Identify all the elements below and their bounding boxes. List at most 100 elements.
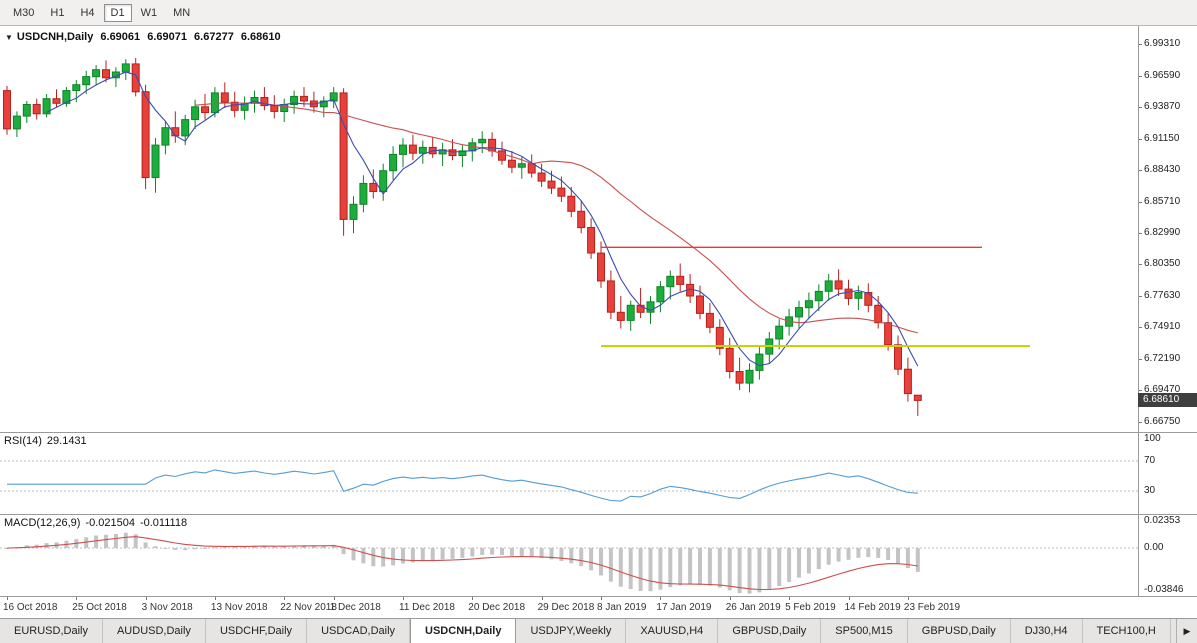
rsi-axis: 100 70 30 [1139,433,1197,514]
timeframe-button-h4[interactable]: H4 [80,6,95,19]
date-axis-label: 5 Feb 2019 [785,602,836,613]
date-tick [214,597,216,600]
axis-tick [1139,327,1142,329]
ohlc-high: 6.69071 [147,31,187,43]
date-tick [789,597,791,600]
macd-signal-value: -0.011118 [139,517,188,529]
pane-separator[interactable] [0,432,1197,433]
price-axis-label: 6.82990 [1144,227,1181,239]
date-axis-label: 22 Nov 2018 [280,602,337,613]
rsi-value: 29.1431 [46,435,87,447]
axis-tick [1139,75,1142,77]
timeframe-button-mn[interactable]: MN [173,6,191,19]
chart-tab-usdcnh-daily[interactable]: USDCNH,Daily [410,619,517,643]
chart-tab-eurusd-daily[interactable]: EURUSD,Daily [0,619,103,643]
timeframe-button-d1[interactable]: D1 [103,3,132,22]
chart-tab-sp500-m15[interactable]: SP500,M15 [821,619,908,643]
price-axis-label: 6.88430 [1144,164,1181,176]
axis-tick [1139,44,1142,45]
rsi-axis-label: 100 [1144,433,1161,444]
axis-tick [1139,233,1142,235]
price-axis-label: 6.99310 [1144,38,1181,49]
axis-tick [1139,358,1142,360]
macd-indicator-label: MACD(12,26,9) -0.021504 -0.011118 [4,517,192,529]
date-axis-label: 13 Nov 2018 [210,602,268,613]
macd-name: MACD(12,26,9) [4,517,81,529]
axis-tick [1139,264,1142,266]
timeframe-button-m30[interactable]: M30 [13,6,35,19]
pane-separator[interactable] [0,514,1197,515]
chart-tab-audusd-daily[interactable]: AUDUSD,Daily [103,619,206,643]
chart-tab-tech100-h[interactable]: TECH100,H [1083,619,1171,643]
date-axis-label: 11 Dec 2018 [399,602,455,613]
date-axis-label: 16 Oct 2018 [3,602,58,613]
date-axis-label: 29 Dec 2018 [537,602,595,613]
pane-separator [0,596,1197,597]
chart-tabbar: EURUSD,Daily AUDUSD,Daily USDCHF,Daily USDC… [0,618,1197,643]
rsi-name: RSI(14) [4,435,42,447]
axis-tick [1139,138,1142,140]
price-axis-label: 6.69470 [1144,384,1181,396]
price-axis-label: 6.72190 [1144,352,1181,364]
chart-shift-marker-icon: ▼ [5,32,13,42]
date-axis-label: 14 Feb 2019 [844,602,901,613]
macd-axis: 0.02353 0.00 -0.03846 [1139,515,1197,596]
chart-tab-usdcad-daily[interactable]: USDCAD,Daily [307,619,411,643]
date-tick [848,597,850,600]
price-axis-label: 6.66750 [1144,415,1181,427]
date-tick [145,597,147,600]
chart-tab-usdjpy-weekly[interactable]: USDJPY,Weekly [516,619,627,643]
date-axis: 16 Oct 2018 25 Oct 2018 3 Nov 2018 13 Nov 2… [0,597,1138,618]
macd-axis-label: 0.02353 [1144,515,1181,526]
chart-tab-xauusd-h4[interactable]: XAUUSD,H4 [626,619,719,643]
current-price-badge: 6.68610 [1138,393,1197,407]
chart-tab-usdchf-daily[interactable]: USDCHF,Daily [206,619,308,643]
axis-tick [1139,107,1142,109]
macd-axis-label: 0.00 [1144,542,1164,553]
date-tick [541,597,543,600]
tabs-scroll-right-button[interactable]: ▶ [1176,619,1197,643]
date-axis-label: 3 Nov 2018 [141,602,193,613]
chart-tab-gbpusd-daily[interactable]: GBPUSD,Daily [908,619,1011,643]
timeframe-toolbar: M30 H1 H4 D1 W1 MN [0,0,1197,26]
axis-tick [1139,201,1142,203]
date-tick [907,597,909,600]
axis-tick [1139,295,1142,297]
price-axis-label: 6.80350 [1144,258,1181,270]
rsi-axis-label: 30 [1144,485,1156,496]
macd-axis-label: -0.03846 [1144,584,1184,595]
price-axis-label: 6.93870 [1144,101,1181,113]
date-axis-label: 8 Jan 2019 [597,602,647,613]
rsi-indicator-label: RSI(14) 29.1431 [4,435,92,447]
timeframe-button-w1[interactable]: W1 [140,6,158,19]
price-axis-label: 6.96590 [1144,69,1181,81]
chart-title: ▼ USDCNH,Daily 6.69061 6.69071 6.67277 6.… [5,31,285,43]
date-tick [333,597,335,600]
ohlc-close: 6.68610 [240,31,281,43]
chart-tab-gbpusd-daily[interactable]: GBPUSD,Daily [718,619,822,643]
price-chart-svg[interactable] [0,26,1138,432]
date-tick [729,597,731,600]
chart-tab-dj30-h4[interactable]: DJ30,H4 [1011,619,1083,643]
date-axis-label: 25 Oct 2018 [72,602,127,613]
chart-symbol: USDCNH,Daily [16,31,94,43]
axis-tick [1139,390,1142,392]
timeframe-button-h1[interactable]: H1 [50,6,65,19]
price-axis-label: 6.77630 [1144,289,1181,301]
price-axis-label: 6.74910 [1144,321,1181,333]
ohlc-low: 6.67277 [194,31,234,43]
price-axis-label: 6.91150 [1144,132,1180,144]
ohlc-open: 6.69061 [100,31,141,43]
date-tick [7,597,8,600]
date-axis-label: 20 Dec 2018 [468,602,526,613]
date-tick [660,597,662,600]
date-axis-label: 17 Jan 2019 [656,602,712,613]
date-tick [284,597,286,600]
chart-area[interactable]: ▼ USDCNH,Daily 6.69061 6.69071 6.67277 6.… [0,26,1197,618]
macd-chart-svg[interactable] [0,515,1138,596]
axis-border [1138,26,1139,597]
rsi-chart-svg[interactable] [0,433,1138,514]
date-axis-label: 23 Feb 2019 [903,602,961,613]
rsi-axis-label: 70 [1144,455,1156,466]
